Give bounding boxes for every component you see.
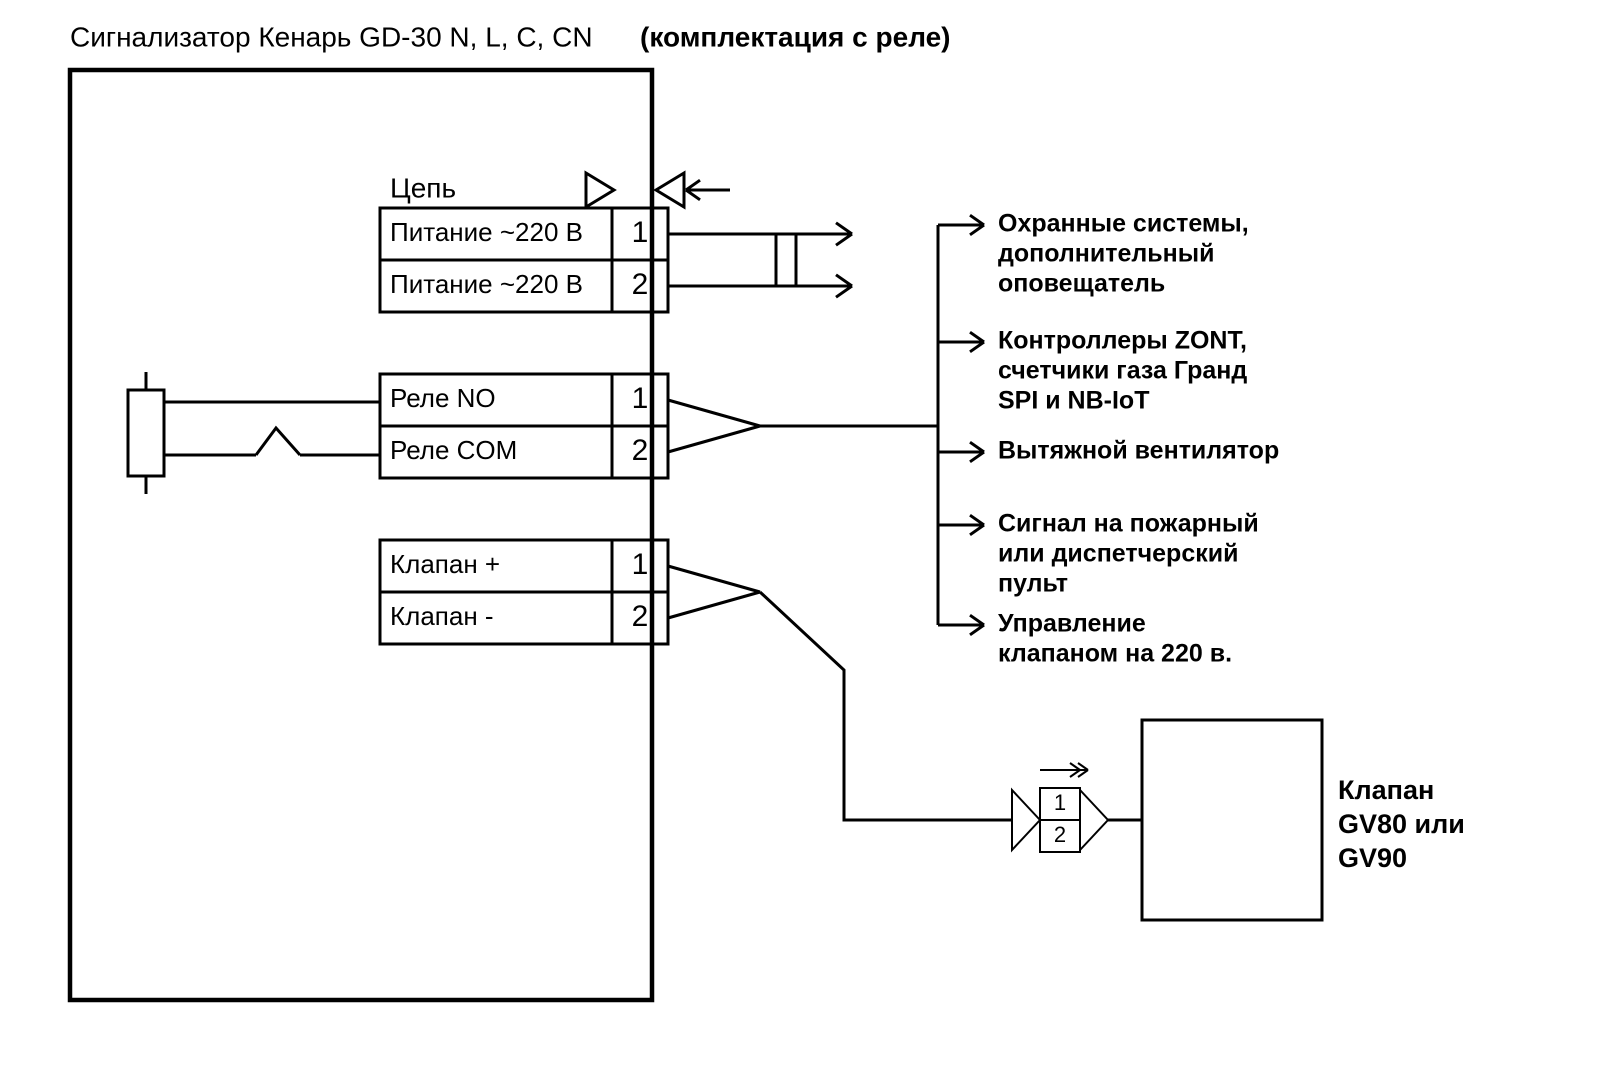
terminal-num-0-0: 1 [632,216,649,249]
fanout-label-2-0: Вытяжной вентилятор [998,437,1279,465]
fanout-label-3-0: Сигнал на пожарный [998,510,1259,538]
valve-conn-num-2: 2 [1054,822,1066,847]
fanout-label-0-1: дополнительный [998,240,1214,268]
terminal-num-2-1: 2 [632,600,649,633]
valve-label-0: Клапан [1338,775,1434,805]
title-suffix: (комплектация с реле) [640,21,951,52]
fanout-label-1-1: счетчики газа Гранд [998,357,1247,385]
terminal-label-1-1: Реле COM [390,435,517,465]
terminal-label-1-0: Реле NO [390,383,496,413]
terminal-num-0-1: 2 [632,268,649,301]
terminal-label-0-1: Питание ~220 В [390,269,583,299]
terminal-label-0-0: Питание ~220 В [390,217,583,247]
fanout-label-1-0: Контроллеры ZONT, [998,327,1247,355]
fanout-label-4-1: клапаном на 220 в. [998,640,1232,668]
fanout-label-0-2: оповещатель [998,270,1165,298]
terminal-label-2-0: Клапан + [390,549,500,579]
fanout-label-4-0: Управление [998,610,1146,638]
valve-conn-num-1: 1 [1054,790,1066,815]
terminal-num-2-0: 1 [632,548,649,581]
fanout-label-3-2: пульт [998,570,1068,598]
canvas-bg [0,0,1609,1077]
fanout-label-3-1: или диспетчерский [998,540,1238,568]
title-prefix: Сигнализатор Кенарь GD-30 N, L, C, CN [70,21,593,52]
terminal-num-1-0: 1 [632,382,649,415]
terminal-num-1-1: 2 [632,434,649,467]
terminal-label-2-1: Клапан - [390,601,494,631]
valve-label-1: GV80 или [1338,809,1465,839]
valve-label-2: GV90 [1338,843,1407,873]
fanout-label-0-0: Охранные системы, [998,210,1249,238]
fanout-label-1-2: SPI и NB-IoT [998,387,1149,415]
circuit-header: Цепь [390,172,456,203]
